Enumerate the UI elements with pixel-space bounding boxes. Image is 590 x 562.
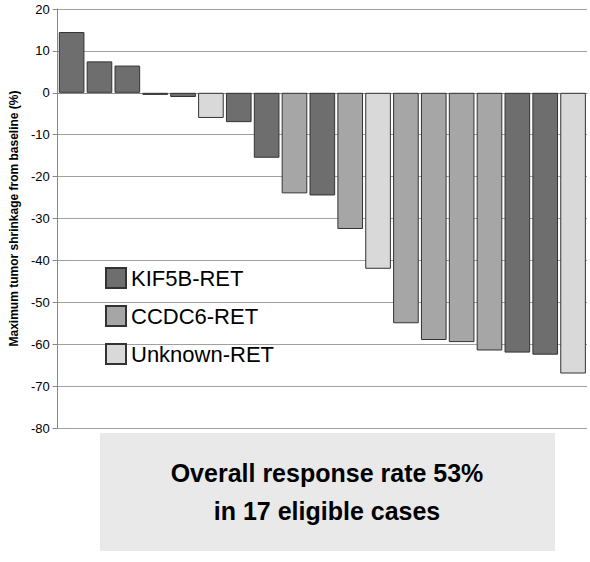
- svg-text:Unknown-RET: Unknown-RET: [131, 342, 274, 367]
- svg-text:-50: -50: [31, 295, 50, 310]
- svg-text:10: 10: [35, 43, 49, 58]
- svg-text:-70: -70: [31, 379, 50, 394]
- svg-text:Overall response rate 53%: Overall response rate 53%: [171, 459, 484, 487]
- svg-text:-60: -60: [31, 337, 50, 352]
- svg-text:CCDC6-RET: CCDC6-RET: [131, 304, 258, 329]
- svg-text:20: 20: [35, 2, 49, 17]
- svg-text:-10: -10: [31, 127, 50, 142]
- svg-text:in 17 eligible cases: in 17 eligible cases: [214, 497, 441, 525]
- svg-text:-80: -80: [31, 421, 50, 436]
- svg-text:-30: -30: [31, 211, 50, 226]
- svg-text:0: 0: [42, 85, 49, 100]
- svg-text:KIF5B-RET: KIF5B-RET: [131, 266, 243, 291]
- svg-text:-40: -40: [31, 253, 50, 268]
- svg-text:-20: -20: [31, 169, 50, 184]
- svg-text:Maximum tumor shrinkage from b: Maximum tumor shrinkage from baseline (%…: [7, 90, 21, 346]
